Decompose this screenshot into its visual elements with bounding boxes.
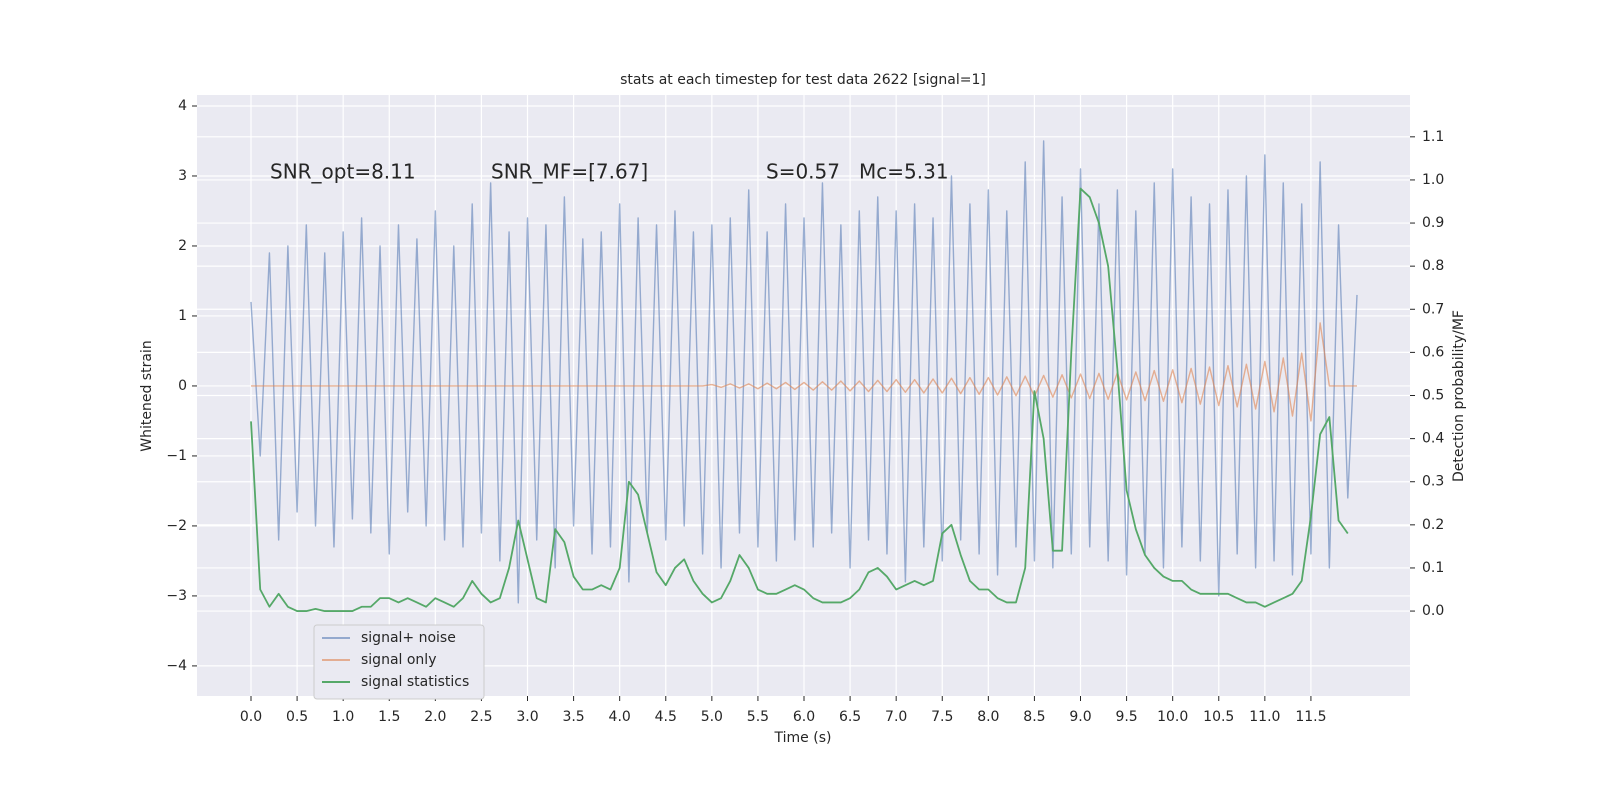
y-tick-label: 1 bbox=[178, 308, 187, 324]
y-tick-label: −3 bbox=[166, 588, 187, 604]
x-tick-label: 0.0 bbox=[240, 709, 262, 725]
y2-tick-label: 0.8 bbox=[1422, 258, 1444, 274]
y-tick-label: −2 bbox=[166, 518, 187, 534]
series-line bbox=[250, 140, 1358, 604]
x-tick-label: 10.0 bbox=[1157, 709, 1188, 725]
x-tick-label: 4.5 bbox=[655, 709, 677, 725]
y2-tick-label: 0.5 bbox=[1422, 388, 1444, 404]
x-axis-label: Time (s) bbox=[774, 730, 832, 746]
x-tick-label: 11.0 bbox=[1249, 709, 1280, 725]
y-tick-label: 0 bbox=[178, 378, 187, 394]
y-axis-label: Whitened strain bbox=[139, 340, 155, 451]
annotation: SNR_MF=[7.67] bbox=[491, 160, 648, 184]
annotation: S=0.57 bbox=[766, 160, 840, 184]
y-tick-label: 2 bbox=[178, 238, 187, 254]
x-tick-label: 7.5 bbox=[931, 709, 953, 725]
legend-label: signal only bbox=[361, 652, 436, 668]
x-tick-label: 2.0 bbox=[424, 709, 446, 725]
x-tick-label: 7.0 bbox=[885, 709, 907, 725]
x-tick-label: 8.0 bbox=[977, 709, 999, 725]
y-tick-label: 4 bbox=[178, 98, 187, 114]
y-tick-label: −1 bbox=[166, 448, 187, 464]
legend-box bbox=[313, 624, 485, 700]
y2-tick-label: 0.4 bbox=[1422, 431, 1444, 447]
y2-tick-label: 0.6 bbox=[1422, 344, 1444, 360]
x-tick-label: 9.0 bbox=[1069, 709, 1091, 725]
legend-label: signal statistics bbox=[361, 674, 469, 690]
y2-tick-label: 0.1 bbox=[1422, 560, 1444, 576]
y-tick-label: −4 bbox=[166, 658, 187, 674]
legend-label: signal+ noise bbox=[361, 630, 456, 646]
x-tick-label: 1.5 bbox=[378, 709, 400, 725]
annotation: Mc=5.31 bbox=[859, 160, 949, 184]
y2-tick-label: 0.7 bbox=[1422, 301, 1444, 317]
y2-tick-label: 0.9 bbox=[1422, 215, 1444, 231]
x-tick-label: 0.5 bbox=[286, 709, 308, 725]
x-tick-label: 10.5 bbox=[1203, 709, 1234, 725]
x-tick-label: 1.0 bbox=[332, 709, 354, 725]
legend: signal+ noise signal only signal statistic… bbox=[313, 624, 485, 700]
x-tick-label: 5.5 bbox=[747, 709, 769, 725]
y-tick-label: 3 bbox=[178, 168, 187, 184]
annotation: SNR_opt=8.11 bbox=[270, 160, 416, 184]
y2-axis-label: Detection probability/MF bbox=[1451, 310, 1467, 482]
y2-tick-label: 0.0 bbox=[1422, 603, 1444, 619]
chart-title: stats at each timestep for test data 262… bbox=[620, 72, 986, 88]
y2-tick-label: 1.1 bbox=[1422, 129, 1444, 145]
x-tick-label: 5.0 bbox=[701, 709, 723, 725]
y2-tick-label: 1.0 bbox=[1422, 172, 1444, 188]
x-tick-label: 3.0 bbox=[516, 709, 538, 725]
x-tick-label: 11.5 bbox=[1295, 709, 1326, 725]
x-tick-label: 6.5 bbox=[839, 709, 861, 725]
series-line bbox=[251, 322, 1357, 422]
series-line bbox=[250, 187, 1349, 612]
x-tick-label: 4.0 bbox=[609, 709, 631, 725]
marks bbox=[250, 140, 1358, 612]
x-tick-label: 9.5 bbox=[1115, 709, 1137, 725]
y2-tick-label: 0.2 bbox=[1422, 517, 1444, 533]
x-tick-label: 2.5 bbox=[470, 709, 492, 725]
y2-tick-label: 0.3 bbox=[1422, 474, 1444, 490]
x-tick-label: 3.5 bbox=[562, 709, 584, 725]
x-tick-label: 6.0 bbox=[793, 709, 815, 725]
x-tick-label: 8.5 bbox=[1023, 709, 1045, 725]
labels: 0.0 0.5 1.0 1.5 2.0 2.5 3.0 3.5 4.0 4.5 5.0 5.5 6.0 6… bbox=[166, 98, 1444, 725]
